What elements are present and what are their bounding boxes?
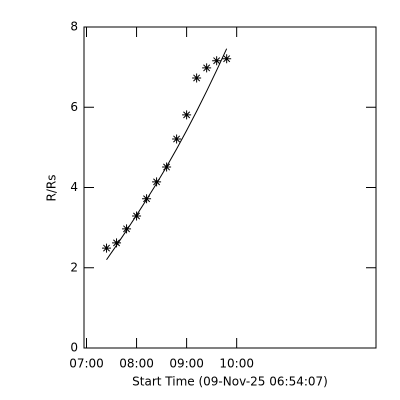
y-tick-label: 6: [70, 100, 78, 114]
asterisk-marker: [102, 243, 112, 253]
asterisk-marker: [222, 54, 232, 64]
asterisk-marker: [172, 134, 182, 144]
asterisk-marker: [182, 110, 192, 120]
x-tick-label: 10:00: [219, 357, 254, 371]
plot-frame: [83, 26, 377, 349]
x-tick-label: 09:00: [169, 357, 204, 371]
asterisk-marker: [212, 56, 222, 66]
x-tick-label: 07:00: [69, 357, 104, 371]
x-axis-label: Start Time (09-Nov-25 06:54:07): [132, 375, 328, 389]
asterisk-marker: [152, 177, 162, 187]
asterisk-marker: [122, 224, 132, 234]
y-tick-label: 8: [70, 20, 78, 34]
y-tick-label: 2: [70, 260, 78, 274]
asterisk-marker: [112, 238, 122, 248]
y-axis-label: R/Rs: [45, 175, 59, 202]
asterisk-marker: [192, 73, 202, 83]
asterisk-marker: [202, 63, 212, 73]
fit-line: [106, 48, 228, 261]
y-tick-label: 0: [70, 341, 78, 355]
y-tick-label: 4: [70, 180, 78, 194]
x-tick-label: 08:00: [119, 357, 154, 371]
